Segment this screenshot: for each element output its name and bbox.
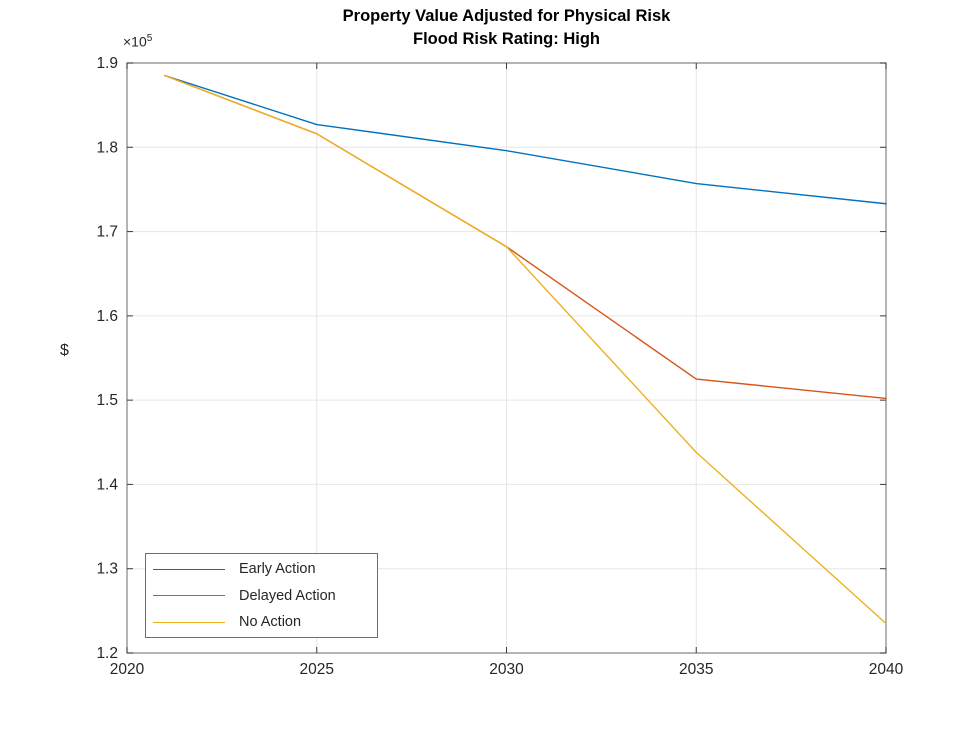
x-tick-label: 2035 xyxy=(679,661,713,678)
y-tick-label: 1.4 xyxy=(96,476,118,493)
y-tick-label: 1.2 xyxy=(96,645,118,662)
legend-item-label: Delayed Action xyxy=(239,587,336,604)
y-axis-multiplier-base: ×10 xyxy=(123,33,147,50)
x-tick-label: 2025 xyxy=(300,661,334,678)
legend-item: Delayed Action xyxy=(146,582,377,609)
legend-item-label: Early Action xyxy=(239,561,316,577)
y-axis-multiplier-exponent: 5 xyxy=(146,33,153,44)
legend-line-sample xyxy=(153,595,225,596)
y-axis-label: $ xyxy=(60,342,69,359)
chart-title-block: Property Value Adjusted for Physical Ris… xyxy=(127,5,886,51)
series-line-no-action xyxy=(164,74,887,625)
chart-subtitle: Flood Risk Rating: High xyxy=(413,30,600,48)
legend-line-sample xyxy=(153,621,225,623)
legend: Early Action Delayed Action No Action xyxy=(145,553,378,638)
legend-item: Early Action xyxy=(146,556,377,583)
y-tick-label: 1.8 xyxy=(96,139,118,156)
x-tick-label: 2040 xyxy=(869,661,904,678)
series-line-early-action xyxy=(164,74,887,205)
series-line-delayed-action xyxy=(164,74,887,400)
x-tick-label: 2030 xyxy=(489,661,524,678)
y-axis-multiplier: ×105 xyxy=(123,33,152,50)
legend-item: No Action xyxy=(146,609,377,636)
y-tick-label: 1.6 xyxy=(96,308,118,325)
y-tick-label: 1.9 xyxy=(96,55,118,72)
y-tick-label: 1.5 xyxy=(96,392,118,409)
chart-title: Property Value Adjusted for Physical Ris… xyxy=(342,7,671,25)
x-tick-label: 2020 xyxy=(110,661,145,678)
legend-item-label: No Action xyxy=(239,614,302,630)
y-tick-label: 1.7 xyxy=(96,224,118,241)
legend-line-sample xyxy=(153,568,225,570)
y-tick-label: 1.3 xyxy=(96,561,118,578)
